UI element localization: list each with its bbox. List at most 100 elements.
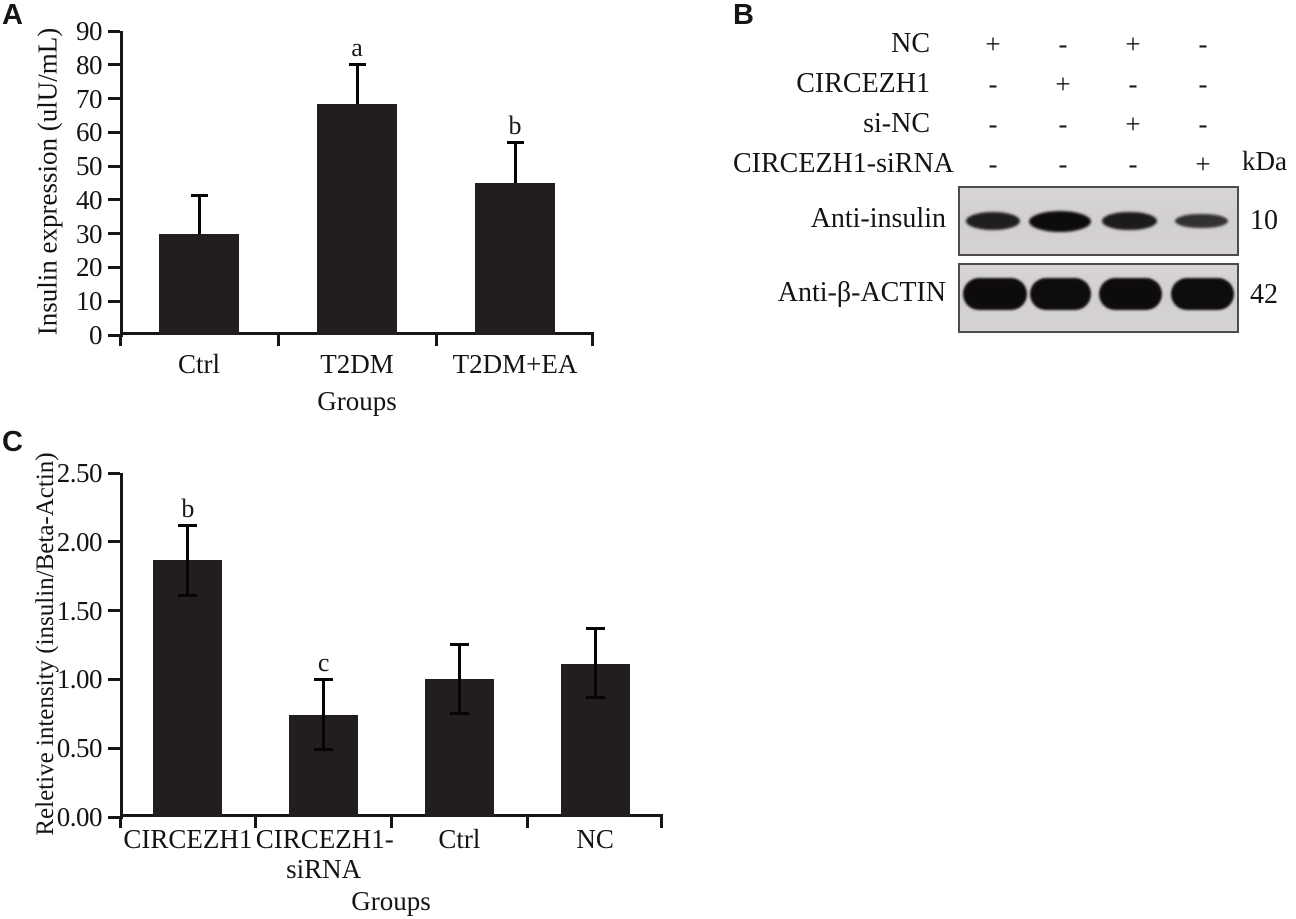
x-category-label: Ctrl — [392, 824, 528, 854]
blot-band — [1029, 210, 1091, 232]
condition-sign: + — [985, 28, 1001, 59]
x-axis-tick — [254, 817, 258, 828]
x-category-line: Ctrl — [438, 824, 481, 854]
x-category-label: CIRCEZH1- siRNA — [255, 824, 394, 884]
error-cap-bottom — [449, 712, 469, 716]
x-category-line: T2DM+EA — [452, 349, 578, 379]
error-cap-top — [178, 523, 198, 527]
y-axis-tick — [108, 164, 120, 168]
y-tick-label: 90 — [76, 16, 103, 46]
x-category-line: CIRCEZH1- — [255, 824, 394, 854]
error-cap-bottom — [585, 695, 605, 699]
condition-sign: - — [1058, 108, 1068, 139]
error-bar — [593, 629, 597, 696]
blot-band — [1175, 213, 1228, 229]
y-tick-label: 10 — [76, 286, 103, 317]
y-tick-label: 1.00 — [56, 664, 103, 695]
error-cap-top — [585, 626, 605, 630]
condition-label: CIRCEZH1-siRNA — [733, 148, 954, 179]
condition-row-circezh1-sirna: CIRCEZH1-siRNA - - - + — [733, 144, 1253, 184]
antibody-label-insulin: Anti-insulin — [810, 203, 946, 234]
panel-c-y-axis-label: Reletive intensity (insulin/Beta-Actin) — [32, 452, 59, 836]
y-axis-tick — [108, 97, 120, 101]
significance-letter: b — [508, 111, 522, 141]
condition-sign: - — [1058, 148, 1068, 179]
x-category-line: CIRCEZH1 — [123, 824, 253, 854]
condition-sign: - — [1198, 108, 1208, 139]
y-axis-tick — [108, 299, 120, 303]
x-axis-tick — [118, 335, 122, 346]
panel-b-letter: B — [733, 0, 754, 31]
y-axis-tick — [108, 471, 120, 475]
condition-row-si-nc: si-NC - - + - — [733, 104, 1253, 144]
condition-row-circezh1: CIRCEZH1 - + - - — [733, 64, 1253, 104]
y-axis-tick — [108, 333, 120, 337]
condition-label: NC — [891, 28, 930, 59]
y-axis-tick — [108, 265, 120, 269]
y-axis-tick — [108, 198, 120, 202]
error-bar — [186, 526, 190, 595]
error-cap-top — [449, 643, 469, 647]
bar — [475, 183, 555, 335]
panel-a-letter: A — [2, 0, 23, 31]
kda-unit-label: kDa — [1242, 146, 1287, 176]
y-axis-line — [120, 31, 123, 337]
error-cap-top — [348, 63, 366, 67]
panel-c-x-tick-labels: CIRCEZH1 CIRCEZH1- siRNA Ctrl NC — [120, 824, 663, 886]
y-tick-label: 0 — [89, 320, 103, 350]
y-axis-tick — [108, 29, 120, 33]
western-blot-anti-insulin — [958, 186, 1239, 256]
error-bar — [513, 144, 517, 183]
error-bar — [197, 196, 201, 234]
blot-band — [1102, 211, 1157, 231]
condition-sign: - — [1128, 68, 1138, 99]
y-tick-label: 2.50 — [56, 458, 103, 488]
bar — [317, 103, 397, 335]
x-axis-tick — [434, 335, 438, 346]
y-tick-label: 80 — [76, 49, 103, 80]
y-tick-label: 0.50 — [56, 733, 103, 764]
bar — [153, 559, 223, 817]
blot-band — [1171, 278, 1234, 310]
condition-sign: - — [1058, 28, 1068, 59]
antibody-label-beta-actin: Anti-β-ACTIN — [777, 277, 946, 308]
condition-sign: - — [988, 68, 998, 99]
error-bar — [322, 680, 326, 749]
x-axis-tick — [591, 335, 594, 346]
y-axis-tick — [108, 232, 120, 236]
panel-c-x-axis-title: Groups — [351, 886, 431, 916]
condition-sign: - — [1198, 28, 1208, 59]
panel-c-plot: 0.00 0.50 1.00 1.50 2.00 2.50 b c — [57, 458, 663, 832]
x-category-label: CIRCEZH1 — [120, 824, 256, 854]
error-cap-bottom — [178, 594, 198, 598]
x-axis-tick — [660, 817, 663, 828]
panel-a-x-tick-labels: Ctrl T2DM T2DM+EA — [120, 349, 594, 383]
error-bar — [355, 66, 359, 104]
molecular-weight-42: 42 — [1250, 279, 1278, 310]
y-axis-tick — [108, 815, 120, 819]
blot-band — [963, 278, 1027, 310]
x-category-label: NC — [527, 824, 663, 854]
y-tick-label: 2.00 — [56, 526, 103, 557]
x-category-label: Ctrl — [120, 349, 278, 379]
panel-a-x-axis-title: Groups — [317, 386, 397, 416]
y-axis-tick — [108, 609, 120, 613]
significance-letter: c — [317, 647, 330, 677]
x-axis-tick — [276, 335, 280, 346]
molecular-weight-10: 10 — [1250, 205, 1278, 236]
panel-a-plot: 0 10 20 30 40 50 60 70 80 90 a b — [76, 16, 594, 350]
error-bar — [457, 646, 461, 713]
x-category-line: Ctrl — [177, 349, 220, 379]
blot-band — [1030, 278, 1091, 310]
y-axis-tick — [108, 540, 120, 544]
condition-sign: + — [1125, 28, 1141, 59]
x-axis-line — [120, 814, 663, 817]
condition-sign: + — [1125, 108, 1141, 139]
condition-sign: - — [1128, 148, 1138, 179]
y-axis-line — [120, 473, 123, 819]
blot-band — [966, 212, 1020, 230]
error-cap-bottom — [314, 748, 334, 752]
x-category-line: siRNA — [286, 854, 362, 884]
y-axis-tick — [108, 63, 120, 67]
